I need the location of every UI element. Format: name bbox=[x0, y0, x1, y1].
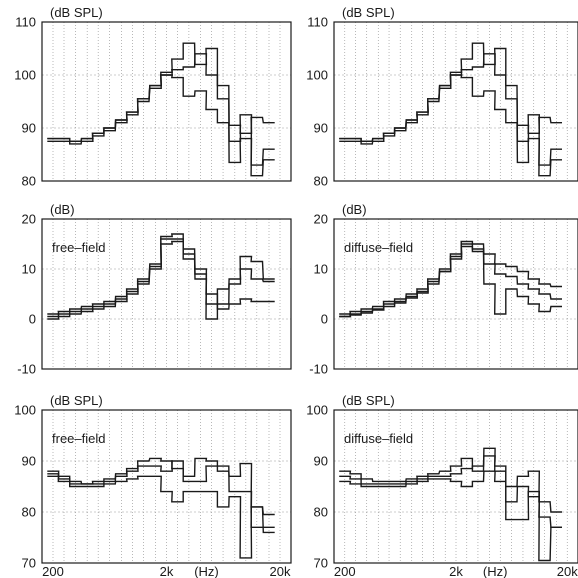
plot-frame bbox=[333, 409, 578, 564]
y-tick-label: 10 bbox=[22, 262, 36, 277]
x-tick-label: (Hz) bbox=[483, 564, 508, 578]
unit-label: (dB) bbox=[342, 202, 367, 217]
series-1-line bbox=[339, 447, 562, 513]
plot-frame bbox=[41, 21, 292, 182]
x-tick-label: 200 bbox=[42, 564, 64, 578]
unit-label: (dB SPL) bbox=[342, 393, 395, 408]
annotation-label: free–field bbox=[52, 240, 105, 255]
annotation-label: free–field bbox=[52, 431, 105, 446]
unit-label: (dB) bbox=[50, 202, 75, 217]
y-tick-label: 80 bbox=[314, 505, 328, 520]
y-tick-label: 0 bbox=[29, 312, 36, 327]
y-tick-label: 70 bbox=[22, 556, 36, 571]
panel-2: 80 90 100 110 (dB SPL) bbox=[306, 5, 578, 189]
unit-label: (dB SPL) bbox=[50, 5, 103, 20]
x-tick-label: 20k bbox=[557, 564, 578, 578]
series-3-line bbox=[47, 74, 275, 177]
series-2-line bbox=[47, 460, 275, 528]
annotation-label: diffuse–field bbox=[344, 431, 413, 446]
x-tick-label: (Hz) bbox=[194, 564, 219, 578]
y-tick-label: 100 bbox=[306, 68, 328, 83]
series-3-line bbox=[339, 245, 562, 318]
series-2-line bbox=[339, 455, 562, 528]
x-tick-label: 2k bbox=[160, 564, 174, 578]
y-tick-label: 10 bbox=[314, 262, 328, 277]
annotation-label: diffuse–field bbox=[344, 240, 413, 255]
y-tick-label: 90 bbox=[22, 454, 36, 469]
y-tick-label: 70 bbox=[314, 556, 328, 571]
x-tick-label: 2k bbox=[449, 564, 463, 578]
y-tick-label: 80 bbox=[314, 174, 328, 189]
panel-4: -10 0 10 20 (dB) diffuse–field bbox=[309, 202, 578, 377]
unit-label: (dB SPL) bbox=[342, 5, 395, 20]
y-tick-label: -10 bbox=[17, 362, 36, 377]
y-tick-label: 110 bbox=[307, 15, 328, 30]
x-tick-label: 20k bbox=[270, 564, 291, 578]
plot-frame bbox=[333, 21, 578, 182]
y-tick-label: 100 bbox=[306, 403, 328, 418]
plot-frame bbox=[333, 218, 578, 370]
y-tick-label: -10 bbox=[309, 362, 328, 377]
y-tick-label: 20 bbox=[22, 212, 36, 227]
panel-3: -10 0 10 20 (dB) free–field bbox=[17, 202, 292, 377]
panel-6: 70 80 90 100 (dB SPL) diffuse–field 200 2k (Hz) 2… bbox=[306, 393, 578, 578]
plot-frame bbox=[41, 409, 292, 564]
y-tick-label: 90 bbox=[314, 454, 328, 469]
y-tick-label: 100 bbox=[14, 403, 36, 418]
y-tick-label: 80 bbox=[22, 505, 36, 520]
series-3-line bbox=[47, 240, 275, 320]
y-tick-label: 90 bbox=[314, 121, 328, 136]
x-tick-label: 200 bbox=[334, 564, 356, 578]
y-tick-label: 100 bbox=[14, 68, 36, 83]
plot-frame bbox=[41, 218, 292, 370]
panel-5: 70 80 90 100 (dB SPL) free–field 200 2k (Hz) 20k bbox=[14, 393, 292, 578]
panel-1: 80 90 100 110 (dB SPL) bbox=[14, 5, 292, 189]
y-tick-label: 90 bbox=[22, 121, 36, 136]
y-tick-label: 110 bbox=[15, 15, 36, 30]
unit-label: (dB SPL) bbox=[50, 393, 103, 408]
y-tick-label: 20 bbox=[314, 212, 328, 227]
series-3-line bbox=[339, 470, 562, 562]
y-tick-label: 80 bbox=[22, 174, 36, 189]
series-3-line bbox=[47, 475, 275, 559]
y-tick-label: 0 bbox=[321, 312, 328, 327]
series-3-line bbox=[339, 74, 562, 177]
